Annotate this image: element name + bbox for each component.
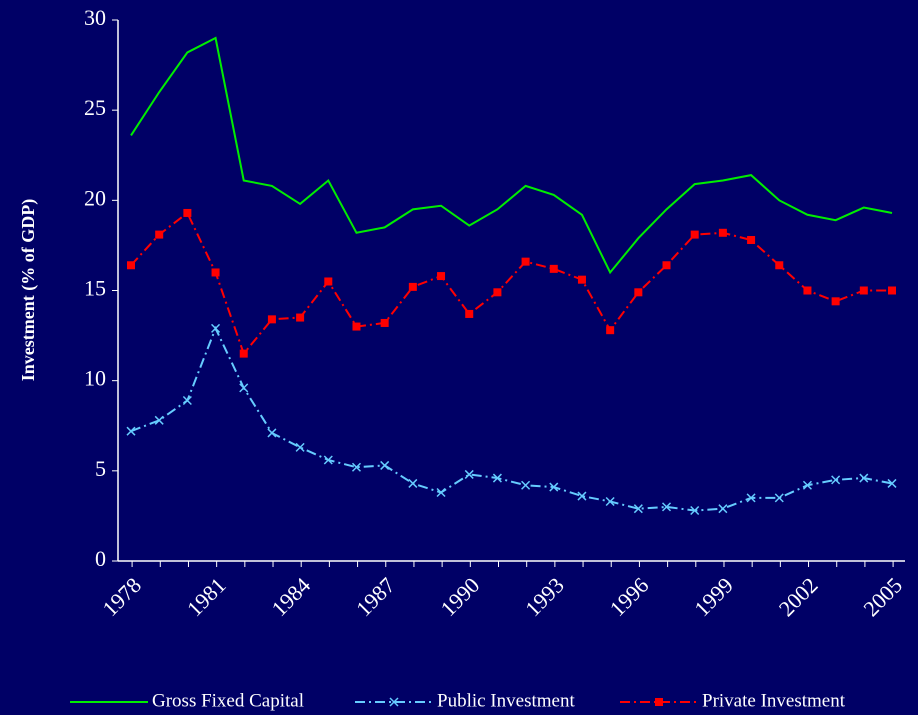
- point-marker: [747, 236, 756, 245]
- point-marker: [324, 277, 333, 286]
- point-marker: [661, 502, 672, 512]
- point-marker: [239, 383, 249, 393]
- point-marker: [655, 698, 663, 706]
- series-line: [130, 211, 892, 356]
- point-marker: [803, 286, 812, 295]
- point-marker: [464, 469, 474, 479]
- point-marker: [690, 505, 700, 516]
- point-marker: [577, 275, 586, 284]
- point-marker: [718, 228, 727, 237]
- point-marker: [605, 496, 615, 507]
- x-tick-label: 2002: [774, 572, 823, 621]
- x-tick-label: 1978: [97, 572, 146, 621]
- point-marker: [690, 230, 699, 239]
- y-tick-label: 30: [84, 5, 106, 30]
- y-tick-label: 0: [95, 546, 106, 571]
- point-marker: [127, 261, 135, 270]
- point-marker: [351, 462, 362, 472]
- y-tick-label: 25: [84, 95, 106, 120]
- point-marker: [182, 395, 192, 406]
- x-tick-label: 1990: [436, 572, 485, 621]
- point-marker: [521, 257, 530, 266]
- point-marker: [577, 491, 587, 501]
- x-tick-label: 1984: [266, 572, 315, 621]
- point-marker: [606, 326, 615, 335]
- series-line: [130, 325, 893, 512]
- point-marker: [408, 282, 417, 291]
- point-marker: [746, 493, 756, 503]
- point-marker: [352, 322, 361, 331]
- point-marker: [521, 480, 531, 490]
- point-marker: [183, 208, 192, 217]
- y-tick-label: 10: [84, 366, 106, 391]
- point-marker: [549, 482, 559, 492]
- point-marker: [831, 475, 841, 485]
- point-marker: [492, 473, 502, 483]
- point-marker: [831, 297, 840, 306]
- y-tick-label: 20: [84, 185, 106, 210]
- series-line: [130, 36, 893, 275]
- point-marker: [126, 426, 136, 436]
- point-marker: [718, 504, 728, 514]
- x-tick-label: 1981: [182, 572, 231, 621]
- point-marker: [436, 487, 446, 498]
- point-marker: [634, 288, 643, 297]
- point-marker: [408, 478, 418, 488]
- point-marker: [437, 272, 446, 281]
- point-marker: [267, 428, 277, 438]
- legend-label: Gross Fixed Capital: [152, 690, 304, 711]
- point-marker: [859, 473, 869, 483]
- point-marker: [211, 268, 220, 277]
- x-tick-label: 1993: [520, 572, 569, 621]
- point-marker: [389, 697, 399, 707]
- point-marker: [859, 286, 868, 295]
- point-marker: [155, 230, 164, 239]
- legend-label: Private Investment: [702, 690, 846, 711]
- y-axis-title: Investment (% of GDP): [18, 199, 39, 381]
- point-marker: [662, 261, 671, 270]
- point-marker: [154, 415, 164, 425]
- point-marker: [774, 493, 784, 503]
- point-marker: [465, 309, 474, 318]
- legend-label: Public Investment: [437, 690, 575, 711]
- point-marker: [267, 315, 276, 324]
- point-marker: [296, 313, 305, 322]
- x-tick-label: 1999: [689, 572, 738, 621]
- point-marker: [888, 286, 896, 295]
- x-tick-label: 1996: [605, 572, 654, 621]
- point-marker: [549, 264, 558, 273]
- point-marker: [887, 478, 897, 488]
- point-marker: [493, 288, 502, 297]
- point-marker: [380, 318, 389, 327]
- x-tick-label: 1987: [351, 572, 400, 621]
- point-marker: [239, 349, 248, 358]
- point-marker: [802, 480, 812, 490]
- x-tick-label: 2005: [858, 572, 907, 621]
- point-marker: [295, 442, 305, 452]
- point-marker: [211, 323, 221, 333]
- y-tick-label: 5: [95, 456, 106, 481]
- point-marker: [775, 261, 784, 270]
- y-tick-label: 15: [84, 276, 106, 301]
- point-marker: [323, 455, 333, 465]
- point-marker: [380, 460, 390, 470]
- point-marker: [633, 504, 643, 514]
